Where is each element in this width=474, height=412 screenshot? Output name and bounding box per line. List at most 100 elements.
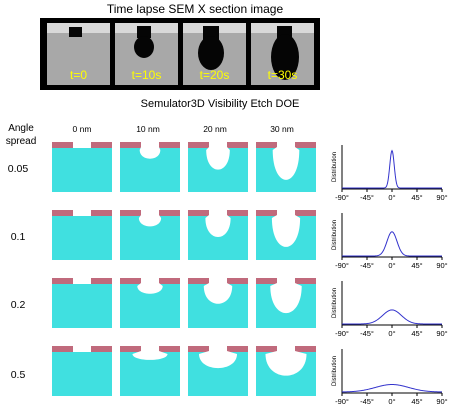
mask-opening: [73, 346, 91, 352]
sem-panel-graphic: [47, 23, 110, 85]
column-label-20nm: 20 nm: [203, 124, 227, 134]
etched-cavity: [138, 215, 162, 227]
etch-profile-cell: [120, 278, 180, 328]
etch-profile-cell: [256, 278, 316, 328]
y-axis-label: Distribution: [332, 356, 338, 386]
mask-left: [52, 278, 73, 284]
substrate: [52, 215, 112, 260]
x-tick-label: -90°: [335, 397, 349, 405]
mask-left: [52, 210, 73, 216]
mask-right: [227, 142, 248, 148]
mask-opening: [73, 278, 91, 284]
mask-opening: [277, 210, 295, 216]
sem-panel-graphic: [251, 23, 314, 85]
y-axis-label: Distribution: [332, 220, 338, 250]
x-tick-label: 45°: [411, 193, 422, 201]
mask-opening: [277, 142, 295, 148]
etched-cavity: [205, 215, 231, 238]
etch-profile-cell: [188, 346, 248, 396]
distribution-plot: Distribution -90° -45° 0° 45° 90°: [332, 349, 448, 405]
sem-panel-t10: t=10s: [115, 23, 178, 85]
x-tick-label: -90°: [335, 329, 349, 337]
mask-left: [256, 346, 277, 352]
mask-right: [159, 210, 180, 216]
x-tick-label: 45°: [411, 397, 422, 405]
mask-right: [91, 346, 112, 352]
x-tick-label: -90°: [335, 261, 349, 269]
mask-opening: [277, 346, 295, 352]
etch-profile-cell: [120, 346, 180, 396]
substrate: [52, 283, 112, 328]
distribution-curve: [342, 309, 442, 325]
mask-right: [91, 142, 112, 148]
angle-value: 0.05: [7, 163, 29, 175]
x-tick-label: -90°: [335, 193, 349, 201]
mask-right: [91, 210, 112, 216]
mask-right: [227, 346, 248, 352]
etched-cavity: [199, 351, 237, 369]
mask-right: [295, 142, 316, 148]
etch-profile-cell: [120, 142, 180, 192]
distribution-curve: [342, 149, 442, 189]
etch-profile-cell: [188, 210, 248, 260]
x-tick-label: 0°: [388, 329, 395, 337]
angle-header-line: spread: [5, 136, 37, 147]
mask-right: [227, 278, 248, 284]
y-axis-label: Distribution: [332, 152, 338, 182]
mask-left: [188, 142, 209, 148]
x-tick-label: 0°: [388, 193, 395, 201]
angle-header-line: Angle: [8, 123, 34, 134]
mask-left: [120, 210, 141, 216]
mask-right: [159, 142, 180, 148]
distribution-curve: [341, 384, 443, 393]
mask-opening: [141, 278, 159, 284]
mask-right: [91, 278, 112, 284]
mask-opening: [209, 142, 227, 148]
y-axis-label: Distribution: [332, 288, 338, 318]
etch-profile-cell: [52, 142, 112, 192]
sem-panel-t20: t=20s: [183, 23, 246, 85]
sem-image-strip: t=0 t=10s t=20s t=30s: [40, 18, 320, 90]
sem-panel-t0: t=0: [47, 23, 110, 85]
mask-right: [159, 278, 180, 284]
mask-right: [227, 210, 248, 216]
mask-left: [188, 210, 209, 216]
x-tick-label: 90°: [436, 329, 447, 337]
x-tick-label: 0°: [388, 261, 395, 269]
etch-profile-cell: [52, 278, 112, 328]
distribution-plot: Distribution -90° -45° 0° 45° 90°: [332, 145, 448, 201]
sem-panel-label: t=0: [69, 68, 87, 82]
etched-cavity: [265, 351, 307, 376]
etched-cavity: [132, 351, 168, 360]
mask-opening: [73, 210, 91, 216]
mask-left: [52, 346, 73, 352]
mask-left: [256, 142, 277, 148]
etched-cavity: [203, 283, 233, 304]
etched-cavity: [137, 283, 163, 294]
x-tick-label: -45°: [360, 193, 374, 201]
mask-left: [256, 278, 277, 284]
mask-opening: [209, 210, 227, 216]
mask-opening: [141, 142, 159, 148]
x-tick-label: -45°: [360, 261, 374, 269]
sem-panel-t30: t=30s: [251, 23, 314, 85]
column-label-30nm: 30 nm: [270, 124, 294, 134]
x-tick-label: 90°: [436, 261, 447, 269]
mask-left: [188, 278, 209, 284]
sem-panel-label: t=30s: [267, 68, 298, 82]
mask-opening: [141, 210, 159, 216]
mask-opening: [73, 142, 91, 148]
etched-cavity: [271, 215, 301, 247]
substrate: [52, 351, 112, 396]
distribution-plot: Distribution -90° -45° 0° 45° 90°: [332, 213, 448, 269]
etched-cavity: [139, 147, 161, 159]
mask-right: [159, 346, 180, 352]
etch-profile-cell: [188, 142, 248, 192]
angle-value: 0.2: [10, 299, 26, 311]
etch-profile-cell: [120, 210, 180, 260]
etch-profile-cell: [256, 346, 316, 396]
mask-left: [188, 346, 209, 352]
column-label-0nm: 0 nm: [72, 124, 92, 134]
column-label-10nm: 10 nm: [136, 124, 160, 134]
mask-opening: [277, 278, 295, 284]
